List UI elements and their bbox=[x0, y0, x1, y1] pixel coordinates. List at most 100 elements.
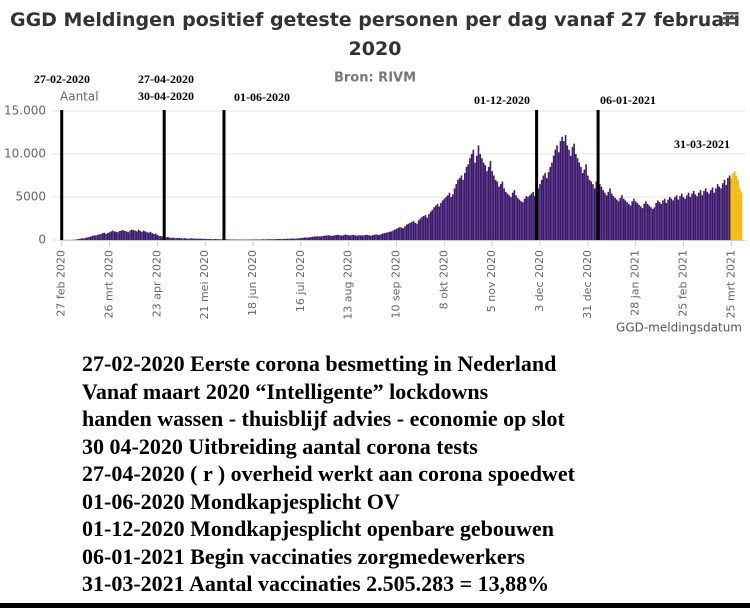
bar bbox=[614, 197, 616, 240]
bar bbox=[149, 231, 152, 240]
bar bbox=[229, 239, 232, 240]
bar bbox=[277, 238, 280, 240]
bar bbox=[417, 220, 420, 240]
bar bbox=[554, 149, 557, 240]
bar bbox=[727, 178, 729, 240]
bar bbox=[260, 239, 263, 240]
bar bbox=[159, 236, 162, 240]
bar bbox=[376, 234, 379, 240]
bar bbox=[122, 230, 124, 240]
bar bbox=[177, 237, 179, 240]
bar bbox=[486, 171, 488, 240]
bar bbox=[489, 160, 492, 240]
bar bbox=[158, 235, 160, 240]
bar bbox=[308, 237, 311, 240]
note: 01-12-2020 Mondkapjesplicht openbare geb… bbox=[82, 516, 555, 541]
bar bbox=[388, 231, 391, 240]
bar bbox=[286, 238, 288, 240]
bar bbox=[219, 239, 222, 240]
bar bbox=[643, 203, 645, 240]
bar bbox=[576, 158, 579, 240]
bar bbox=[532, 191, 534, 240]
bar bbox=[310, 236, 312, 240]
bar bbox=[154, 233, 157, 240]
bar bbox=[627, 203, 630, 240]
x-tick-label: 25 feb 2021 bbox=[677, 250, 690, 317]
bar bbox=[294, 238, 297, 240]
menu-bar[interactable] bbox=[723, 17, 737, 20]
bar bbox=[221, 239, 224, 240]
bar bbox=[173, 238, 176, 240]
bar bbox=[624, 200, 627, 240]
bar bbox=[144, 231, 147, 240]
bar bbox=[511, 192, 514, 240]
bar bbox=[264, 239, 266, 240]
bar bbox=[132, 230, 135, 240]
bar bbox=[250, 239, 253, 240]
bar bbox=[129, 230, 131, 240]
y-tick-label: 15.000 bbox=[4, 104, 46, 118]
x-tick-label: 23 apr 2020 bbox=[150, 250, 163, 317]
bar bbox=[279, 238, 282, 240]
bar bbox=[130, 229, 133, 240]
bar bbox=[733, 171, 736, 240]
bar bbox=[429, 211, 432, 240]
menu-bar[interactable] bbox=[723, 22, 737, 25]
bar bbox=[339, 235, 341, 240]
bar bbox=[496, 181, 499, 240]
bar bbox=[224, 239, 227, 240]
bar bbox=[657, 200, 659, 240]
menu-icon[interactable] bbox=[723, 12, 737, 25]
bar bbox=[77, 238, 80, 240]
bar bbox=[318, 236, 321, 240]
notes-list: 27-02-2020 Eerste corona besmetting in N… bbox=[82, 350, 575, 598]
bar bbox=[259, 239, 261, 240]
bar bbox=[412, 221, 415, 240]
note: 06-01-2021 Begin vaccinaties zorgmedewer… bbox=[82, 543, 525, 569]
bar bbox=[330, 235, 333, 240]
bar bbox=[288, 238, 290, 240]
bar bbox=[479, 154, 481, 240]
bar bbox=[633, 198, 635, 240]
bar bbox=[245, 239, 247, 240]
x-tick-label: 18 jun 2020 bbox=[246, 250, 259, 316]
bar bbox=[460, 175, 463, 240]
bar bbox=[329, 235, 331, 240]
bar bbox=[269, 239, 271, 240]
bar bbox=[218, 239, 220, 240]
bar bbox=[300, 238, 302, 240]
bar bbox=[662, 200, 664, 240]
bar bbox=[293, 238, 295, 240]
annotation-label: 06-01-2021 bbox=[600, 93, 656, 107]
bar bbox=[689, 197, 692, 240]
bar bbox=[187, 238, 189, 240]
bar bbox=[655, 203, 657, 240]
menu-bar[interactable] bbox=[723, 12, 737, 15]
x-tick-label: 25 mrt 2021 bbox=[724, 250, 737, 319]
bar bbox=[551, 162, 553, 240]
bar bbox=[392, 230, 394, 240]
bar bbox=[265, 239, 268, 240]
bar bbox=[105, 233, 107, 240]
bar bbox=[467, 164, 470, 240]
bar bbox=[716, 184, 719, 240]
bar bbox=[540, 179, 543, 240]
bar bbox=[523, 198, 526, 240]
bar bbox=[563, 141, 565, 240]
bar bbox=[211, 239, 213, 240]
bar bbox=[557, 152, 560, 240]
bar bbox=[117, 232, 119, 240]
bar bbox=[141, 231, 143, 240]
bar bbox=[658, 202, 661, 240]
bar bbox=[581, 172, 584, 240]
bar bbox=[653, 207, 656, 240]
bar bbox=[547, 172, 550, 240]
bar bbox=[728, 175, 731, 240]
bar bbox=[351, 235, 353, 240]
note: Vanaf maart 2020 “Intelligente” lockdown… bbox=[82, 378, 489, 404]
bar bbox=[527, 197, 529, 240]
bar bbox=[708, 193, 710, 240]
bar bbox=[491, 171, 493, 240]
bar bbox=[139, 230, 142, 240]
bar bbox=[422, 215, 425, 240]
